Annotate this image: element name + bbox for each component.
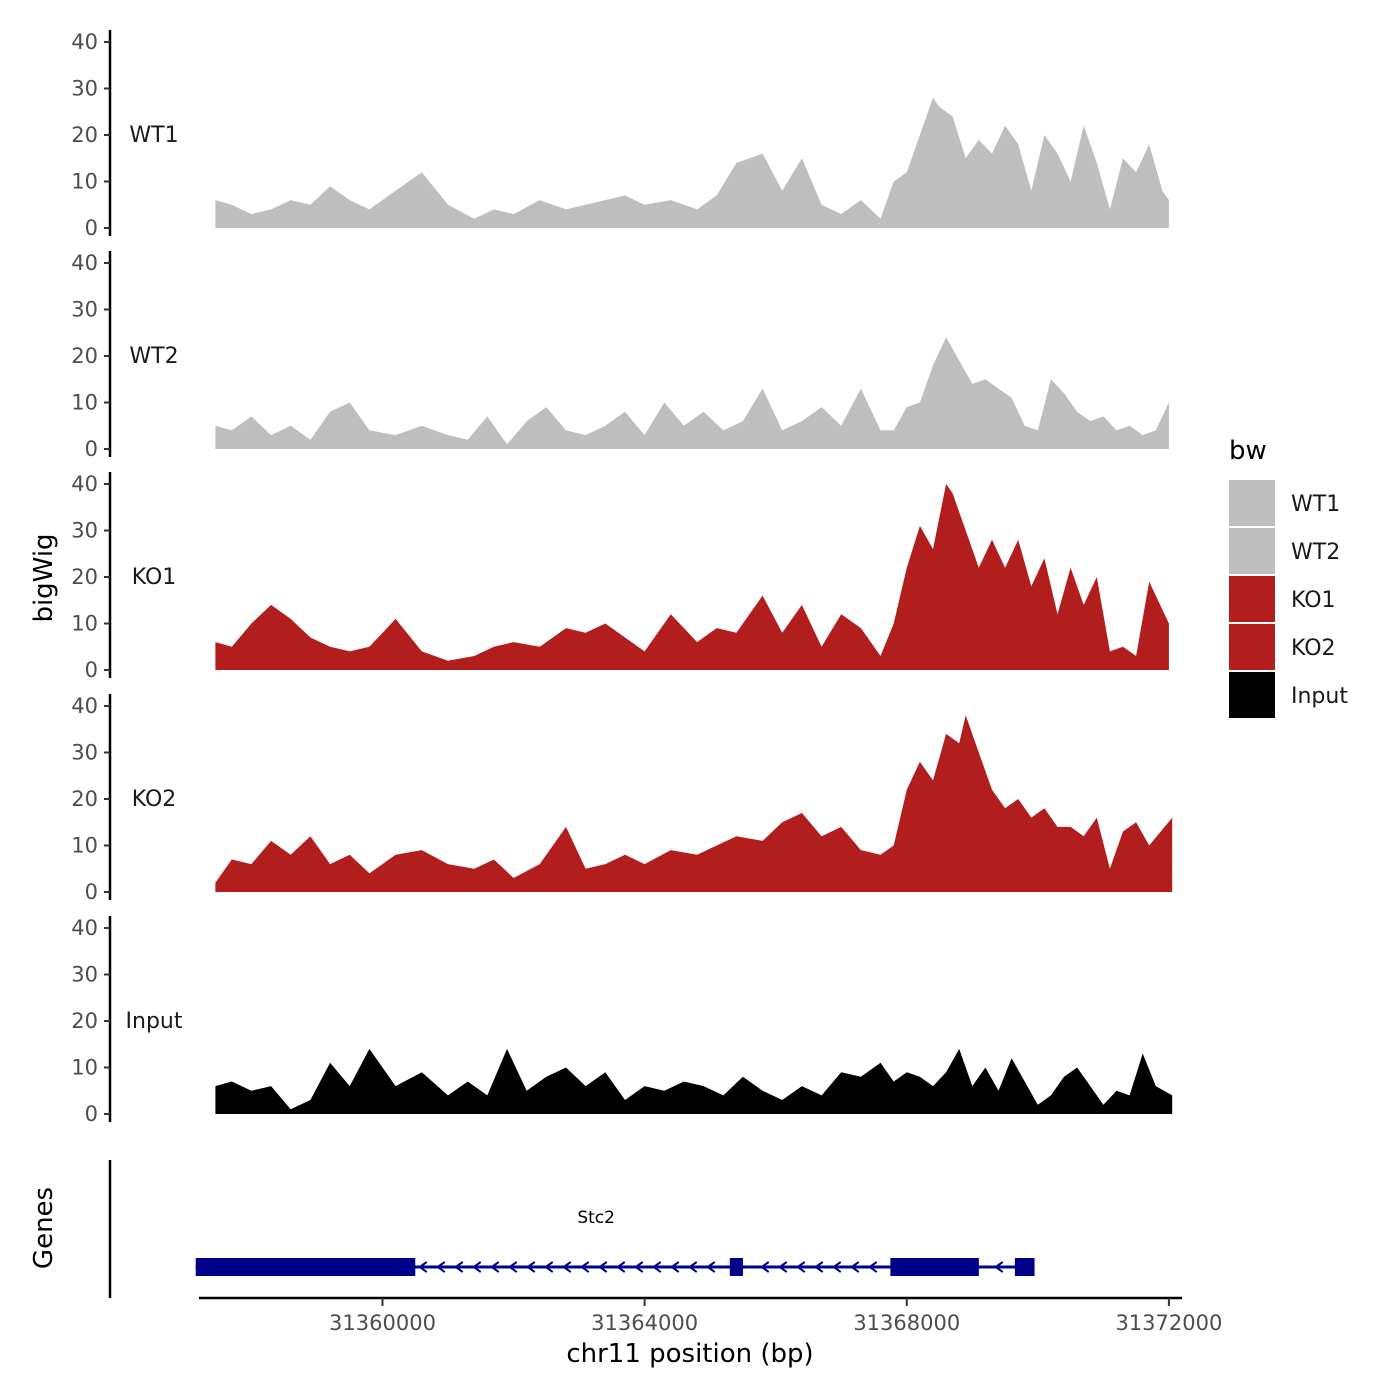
track-ko2: 0 10 20 30 40 KO2	[71, 694, 1173, 904]
gene-strand-arrow	[454, 1261, 464, 1273]
gene-strand-arrow	[688, 1261, 698, 1273]
legend-swatch-ko1	[1229, 576, 1275, 622]
y-tick-label-input-10: 10	[71, 1056, 98, 1080]
y-tick-label-wt1-20: 20	[71, 123, 98, 147]
track-wt2: 0 10 20 30 40 WT2	[71, 251, 1169, 461]
gene-name-stc2: Stc2	[577, 1208, 615, 1228]
coverage-tracks: 0 10 20 30 40 WT1 0 10 20 30 40 WT2 0 10 20 30 40 KO1 0 10 2…	[71, 30, 1173, 1126]
y-tick-label-ko1-20: 20	[71, 565, 98, 589]
gene-exon-stc2-3	[890, 1258, 979, 1276]
legend-swatch-input	[1229, 672, 1275, 718]
legend-label-wt1: WT1	[1291, 492, 1340, 517]
gene-exon-stc2-2	[729, 1258, 743, 1276]
gene-strand-arrow	[472, 1261, 482, 1273]
y-tick-label-wt1-0: 0	[85, 216, 98, 240]
gene-strand-arrow	[760, 1261, 770, 1273]
gene-stc2: Stc2	[195, 1208, 1035, 1276]
y-tick-label-wt1-30: 30	[71, 77, 98, 101]
legend-swatch-wt2	[1229, 528, 1275, 574]
track-input: 0 10 20 30 40 Input	[71, 916, 1173, 1126]
y-axis-title: bigWig	[29, 533, 59, 622]
legend-label-ko1: KO1	[1291, 588, 1336, 613]
gene-strand-arrow	[544, 1261, 554, 1273]
y-tick-label-ko1-40: 40	[71, 472, 98, 496]
y-tick-label-ko2-0: 0	[85, 880, 98, 904]
legend-swatch-wt1	[1229, 480, 1275, 526]
y-tick-label-wt2-40: 40	[71, 251, 98, 275]
legend-label-ko2: KO2	[1291, 636, 1336, 661]
gene-panel-title: Genes	[29, 1187, 59, 1269]
gene-exon-stc2-1	[195, 1258, 416, 1276]
legend-title: bw	[1229, 436, 1267, 466]
track-label-wt2: WT2	[129, 344, 178, 369]
gene-strand-arrow	[616, 1261, 626, 1273]
area-ko2	[215, 715, 1173, 892]
y-tick-label-input-40: 40	[71, 916, 98, 940]
gene-strand-arrow	[436, 1261, 446, 1273]
y-tick-label-wt2-30: 30	[71, 298, 98, 322]
y-tick-label-wt2-0: 0	[85, 437, 98, 461]
y-tick-label-ko2-20: 20	[71, 787, 98, 811]
area-wt1	[215, 97, 1169, 228]
x-axis: 31360000 31364000 31368000 31372000	[199, 1296, 1222, 1335]
track-ko1: 0 10 20 30 40 KO1	[71, 472, 1169, 682]
x-tick-label-31364000: 31364000	[591, 1311, 698, 1335]
gene-strand-arrow	[652, 1261, 662, 1273]
y-tick-label-wt2-10: 10	[71, 391, 98, 415]
y-tick-label-input-30: 30	[71, 963, 98, 987]
gene-strand-arrow	[598, 1261, 608, 1273]
x-tick-label-31368000: 31368000	[853, 1311, 960, 1335]
track-wt1: 0 10 20 30 40 WT1	[71, 30, 1169, 240]
legend-label-input: Input	[1291, 684, 1348, 709]
gene-strand-arrow	[418, 1261, 428, 1273]
area-wt2	[215, 337, 1169, 449]
y-tick-label-ko2-40: 40	[71, 694, 98, 718]
gene-strand-arrow	[634, 1261, 644, 1273]
gene-exon-stc2-4	[1014, 1258, 1035, 1276]
x-tick-label-31360000: 31360000	[329, 1311, 436, 1335]
x-tick-label-31372000: 31372000	[1115, 1311, 1222, 1335]
gene-strand-arrow	[526, 1261, 536, 1273]
x-axis-title: chr11 position (bp)	[566, 1339, 813, 1369]
area-input	[215, 1048, 1173, 1114]
legend: bw WT1 WT2 KO1 KO2 Input	[1229, 436, 1348, 718]
y-tick-label-ko2-10: 10	[71, 834, 98, 858]
gene-strand-arrow	[814, 1261, 824, 1273]
y-tick-label-wt1-10: 10	[71, 170, 98, 194]
gene-strand-arrow	[562, 1261, 572, 1273]
gene-strand-arrow	[508, 1261, 518, 1273]
y-tick-label-ko1-10: 10	[71, 612, 98, 636]
gene-strand-arrow	[778, 1261, 788, 1273]
track-label-ko2: KO2	[132, 787, 177, 812]
gene-strand-arrow	[832, 1261, 842, 1273]
y-tick-label-wt1-40: 40	[71, 30, 98, 54]
track-label-input: Input	[126, 1009, 183, 1034]
track-label-ko1: KO1	[132, 565, 177, 590]
y-tick-label-wt2-20: 20	[71, 344, 98, 368]
gene-panel: Genes Stc2	[29, 1160, 1035, 1298]
gene-strand-arrow	[670, 1261, 680, 1273]
y-tick-label-input-20: 20	[71, 1009, 98, 1033]
gene-strand-arrow	[490, 1261, 500, 1273]
y-tick-label-input-0: 0	[85, 1102, 98, 1126]
gene-strand-arrow	[706, 1261, 716, 1273]
gene-strand-arrow	[580, 1261, 590, 1273]
y-tick-label-ko2-30: 30	[71, 741, 98, 765]
area-ko1	[215, 484, 1169, 670]
y-tick-label-ko1-0: 0	[85, 658, 98, 682]
track-label-wt1: WT1	[129, 123, 178, 148]
y-tick-label-ko1-30: 30	[71, 519, 98, 543]
legend-label-wt2: WT2	[1291, 540, 1340, 565]
gene-strand-arrow	[796, 1261, 806, 1273]
gene-strand-arrow	[868, 1261, 878, 1273]
legend-swatch-ko2	[1229, 624, 1275, 670]
gene-strand-arrow	[850, 1261, 860, 1273]
gene-strand-arrow	[994, 1261, 1004, 1273]
